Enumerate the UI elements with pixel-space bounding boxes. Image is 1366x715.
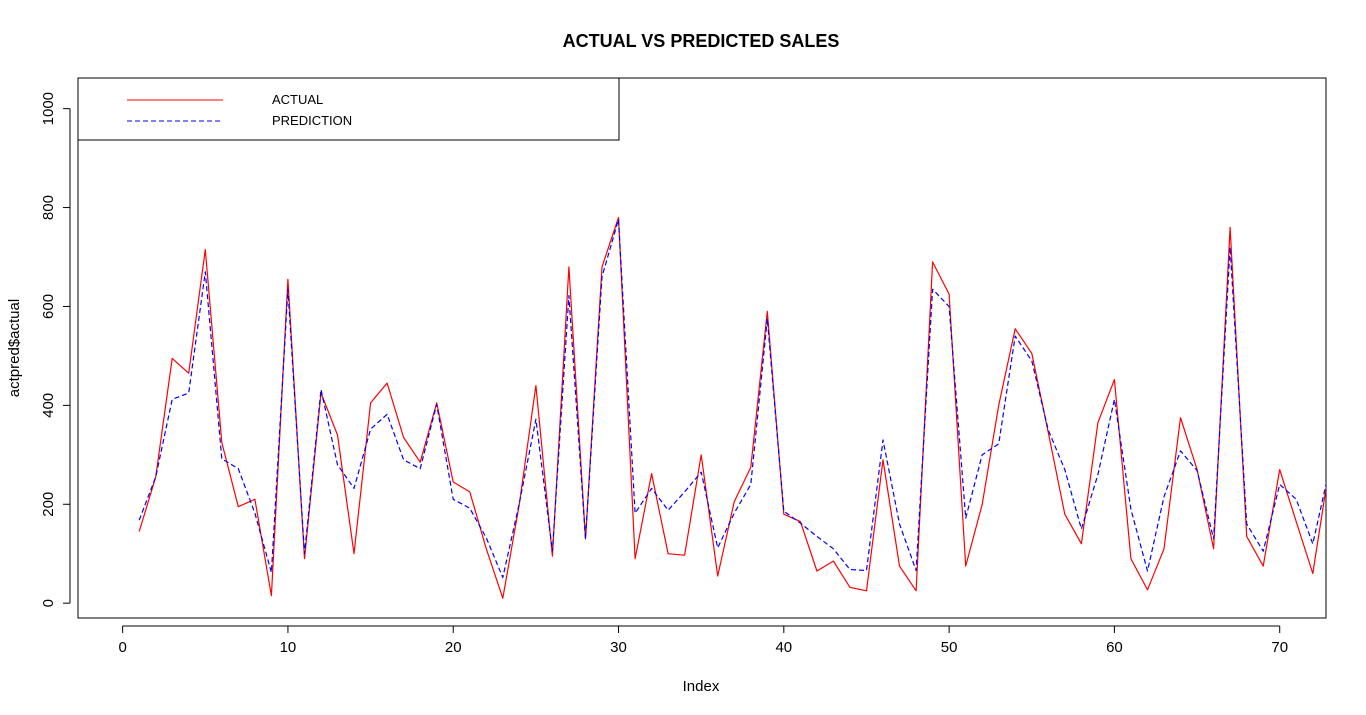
series-layer xyxy=(138,216,1326,599)
x-tick-label: 40 xyxy=(775,639,792,656)
x-axis-label: Index xyxy=(683,678,720,695)
y-tick-label: 200 xyxy=(40,492,57,517)
x-tick-label: 10 xyxy=(280,639,297,656)
plot-area xyxy=(77,77,1327,619)
y-tick-label: 600 xyxy=(40,294,57,319)
y-tick-label: 0 xyxy=(40,599,57,607)
x-axis: 0 10 20 30 40 50 60 70 xyxy=(118,625,1288,656)
series-line-actual xyxy=(138,216,1326,599)
legend-label-prediction: PREDICTION xyxy=(272,113,352,128)
x-tick-label: 30 xyxy=(610,639,627,656)
series-line-prediction xyxy=(138,218,1326,579)
y-tick-label: 400 xyxy=(40,393,57,418)
x-tick-label: 50 xyxy=(941,639,958,656)
y-tick-label: 1000 xyxy=(40,92,57,125)
y-tick-label: 800 xyxy=(40,195,57,220)
x-tick-label: 20 xyxy=(445,639,462,656)
legend: ACTUAL PREDICTION xyxy=(77,77,620,141)
legend-box xyxy=(77,77,620,141)
x-tick-label: 60 xyxy=(1106,639,1123,656)
y-axis-label: actpred$actual xyxy=(6,299,23,397)
legend-label-actual: ACTUAL xyxy=(272,92,323,107)
y-axis: 0 200 400 600 800 1000 xyxy=(40,92,71,607)
x-tick-label: 0 xyxy=(118,639,126,656)
x-tick-label: 70 xyxy=(1271,639,1288,656)
chart-title: ACTUAL VS PREDICTED SALES xyxy=(563,31,840,51)
